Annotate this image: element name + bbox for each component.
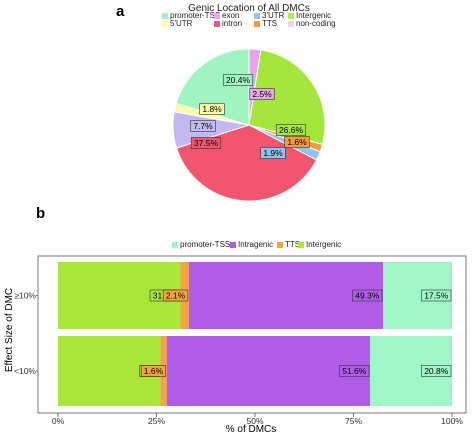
bar-y-axis-title: Effect Size of DMC bbox=[4, 288, 15, 372]
pie-exon-label-box bbox=[249, 88, 275, 100]
pie-legend-label-promoter-tss: promoter-TSS bbox=[170, 11, 220, 20]
pie-intron-label-box bbox=[190, 137, 222, 149]
bar-intragenic-label-text: 49.3% bbox=[355, 291, 380, 301]
bar-promoter-tss-label-text: 17.5% bbox=[424, 291, 449, 301]
bar-legend-swatch-tts bbox=[277, 242, 283, 248]
pie-legend-swatch-exon bbox=[214, 13, 220, 19]
panel-a-letter: a bbox=[116, 3, 125, 20]
bar-tts-data-label: 2.1% bbox=[162, 289, 189, 302]
pie-exon-label-text: 2.5% bbox=[252, 89, 272, 99]
bar-promoter-tss-label-box bbox=[421, 365, 452, 377]
pie-legend-label-3utr: 3'UTR bbox=[262, 11, 285, 20]
pie-legend-swatch-3utr bbox=[254, 13, 260, 19]
pie-3utr-label-box bbox=[260, 147, 286, 159]
pie-promoter-tss-data-label: 20.4% bbox=[222, 74, 254, 86]
pie-legend-swatch-non-coding bbox=[288, 21, 294, 27]
pie-legend-label-5utr: 5'UTR bbox=[170, 19, 193, 28]
pie-chart: 2.5% 26.6% 1.6% 1.9% 37.5% 7.7% 1.8% 20.4% bbox=[172, 48, 326, 202]
pie-non-coding-label-text: 7.7% bbox=[193, 121, 213, 131]
y-tick-label: <10% bbox=[14, 366, 36, 376]
bar-intragenic-label-box bbox=[339, 365, 370, 377]
bar-legend-swatch-intergenic bbox=[298, 242, 304, 248]
pie-promoter-tss-label-box bbox=[222, 74, 254, 86]
pie-legend-swatch-tts bbox=[254, 21, 260, 27]
pie-slice-intergenic bbox=[248, 49, 326, 145]
pie-legend-swatch-intergenic bbox=[288, 13, 294, 19]
pie-promoter-tss-label-text: 20.4% bbox=[226, 75, 251, 85]
bar-tts-data-label: 1.6% bbox=[140, 365, 167, 377]
bar-legend: promoter-TSS Intragenic TTS Intergenic bbox=[172, 240, 341, 249]
bar-tts-label-box bbox=[162, 289, 189, 302]
pie-legend-label-non-coding: non-coding bbox=[296, 19, 336, 28]
bar-tts-label-box bbox=[140, 365, 167, 377]
bar-promoter-tss-data-label: 17.5% bbox=[421, 289, 452, 302]
bar-intragenic-data-label: 49.3% bbox=[352, 289, 383, 302]
pie-5utr-label-text: 1.8% bbox=[202, 104, 222, 114]
bar-segment-intragenic bbox=[188, 262, 384, 329]
pie-tts-label-text: 1.6% bbox=[287, 137, 307, 147]
pie-exon-data-label: 2.5% bbox=[249, 88, 275, 100]
pie-legend-label-exon: exon bbox=[222, 11, 239, 20]
pie-5utr-data-label: 1.8% bbox=[199, 103, 225, 115]
pie-legend-label-intron: intron bbox=[222, 19, 242, 28]
bar-tts-label-text: 1.6% bbox=[144, 366, 164, 376]
pie-intergenic-label-text: 26.6% bbox=[279, 125, 304, 135]
panel-b-letter: b bbox=[36, 205, 45, 222]
x-tick-label: 25% bbox=[148, 416, 165, 426]
pie-slice-promoter-tss bbox=[175, 48, 250, 126]
bar-intragenic-label-text: 51.6% bbox=[342, 366, 367, 376]
bar-legend-swatch-intragenic bbox=[230, 242, 236, 248]
pie-tts-data-label: 1.6% bbox=[284, 136, 310, 148]
pie-legend-swatch-promoter-tss bbox=[162, 13, 168, 19]
pie-3utr-label-text: 1.9% bbox=[263, 148, 283, 158]
bar-legend-label-intergenic: Intergenic bbox=[306, 240, 341, 249]
pie-intergenic-data-label: 26.6% bbox=[275, 124, 307, 136]
bar-promoter-tss-label-text: 20.8% bbox=[424, 366, 449, 376]
y-tick-label: ≥10% bbox=[14, 291, 36, 301]
bar-promoter-tss-data-label: 20.8% bbox=[421, 365, 452, 377]
pie-chart-title: Genic Location of All DMCs bbox=[188, 3, 310, 14]
pie-non-coding-data-label: 7.7% bbox=[190, 120, 216, 132]
pie-legend-label-tts: TTS bbox=[262, 19, 277, 28]
x-tick-label: 50% bbox=[246, 416, 263, 426]
pie-intron-data-label: 37.5% bbox=[190, 137, 222, 149]
bar-chart: 0%25%50%75%100%≥10%31.1%2.1%49.3%17.5%<1… bbox=[14, 255, 467, 426]
bar-intragenic-data-label: 51.6% bbox=[339, 365, 370, 377]
bar-intragenic-label-box bbox=[352, 289, 383, 302]
pie-legend-swatch-5utr bbox=[162, 21, 168, 27]
bar-promoter-tss-label-box bbox=[421, 289, 452, 302]
bar-segment-intragenic bbox=[166, 336, 371, 406]
bar-legend-label-tts: TTS bbox=[285, 240, 300, 249]
pie-non-coding-label-box bbox=[190, 120, 216, 132]
pie-legend: promoter-TSS exon 3'UTR Intergenic 5'UTR intr… bbox=[162, 11, 336, 28]
pie-legend-label-intergenic: Intergenic bbox=[296, 11, 331, 20]
pie-intergenic-label-box bbox=[275, 124, 307, 136]
bar-legend-label-intragenic: Intragenic bbox=[238, 240, 273, 249]
bar-legend-swatch-promoter-tss bbox=[172, 242, 178, 248]
x-tick-label: 100% bbox=[441, 416, 463, 426]
pie-tts-label-box bbox=[284, 136, 310, 148]
bar-x-axis-title: % of DMCs bbox=[226, 424, 277, 435]
x-tick-label: 0% bbox=[52, 416, 65, 426]
x-tick-label: 75% bbox=[345, 416, 362, 426]
pie-5utr-label-box bbox=[199, 103, 225, 115]
bar-tts-label-text: 2.1% bbox=[166, 291, 186, 301]
pie-3utr-data-label: 1.9% bbox=[260, 147, 286, 159]
pie-legend-swatch-intron bbox=[214, 21, 220, 27]
bar-legend-label-promoter-tss: promoter-TSS bbox=[180, 240, 230, 249]
pie-intron-label-text: 37.5% bbox=[194, 138, 219, 148]
